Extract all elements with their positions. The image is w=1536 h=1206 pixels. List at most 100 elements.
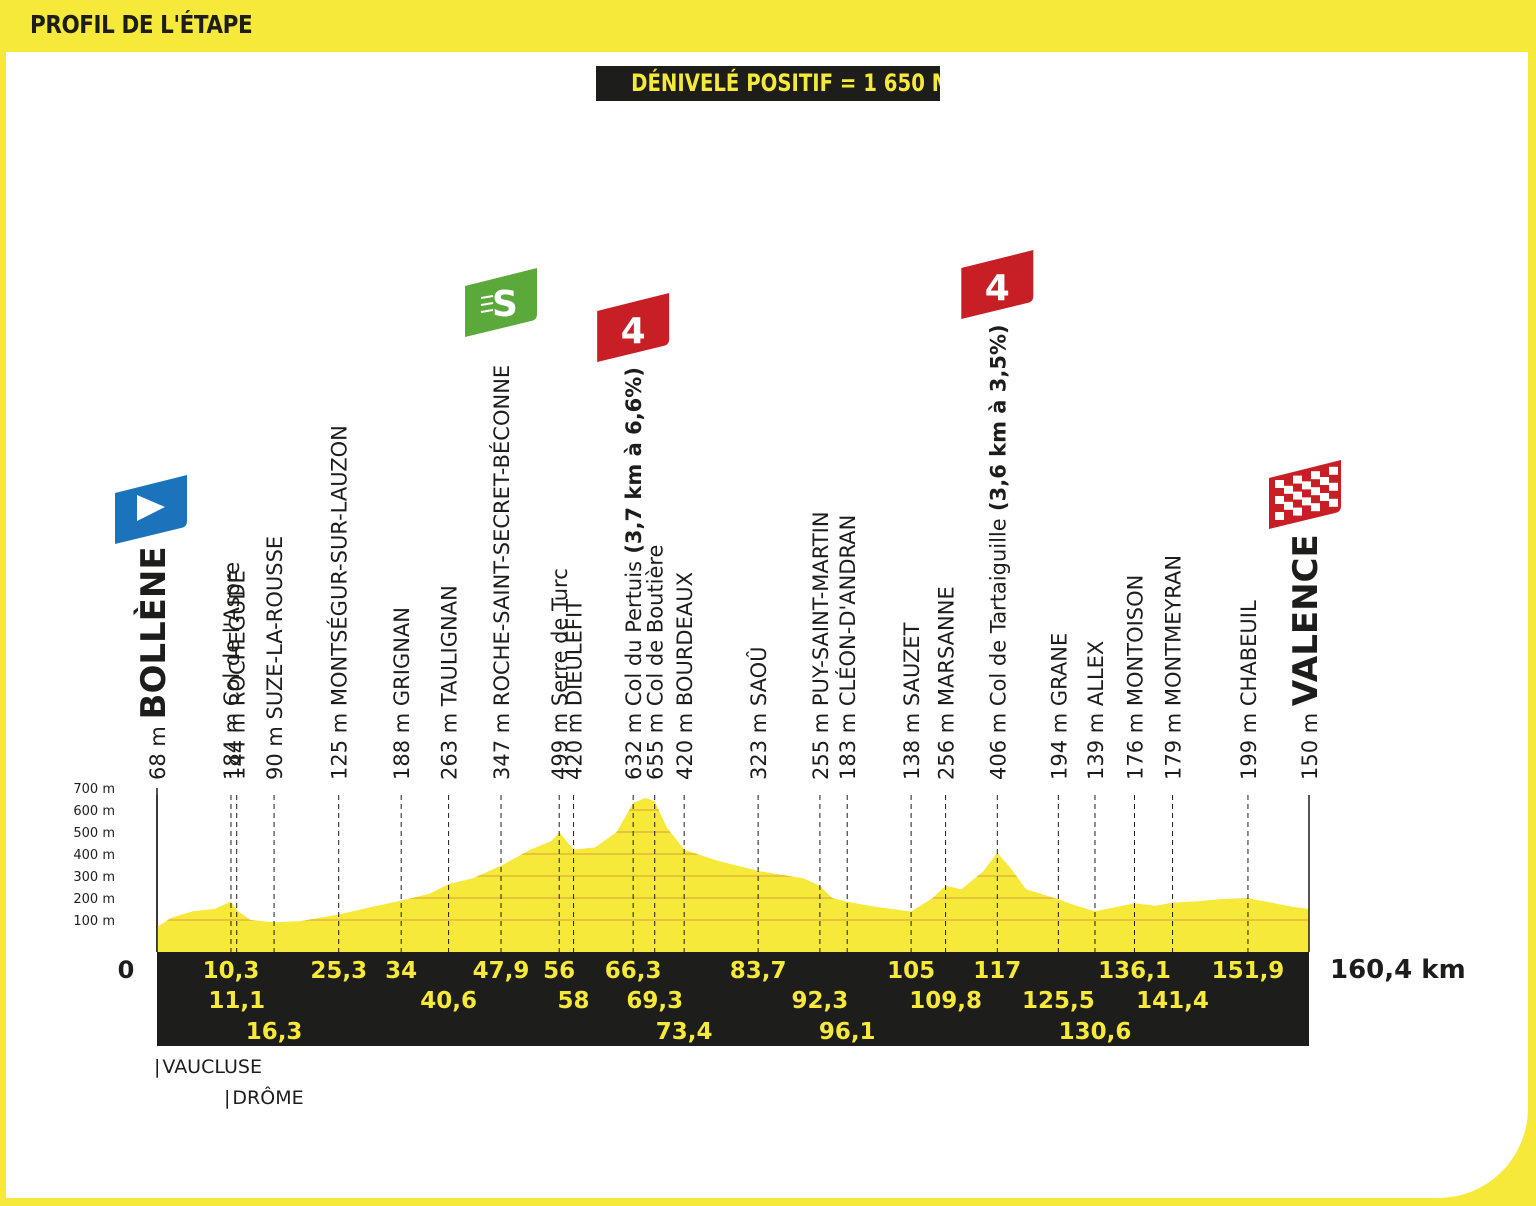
y-tick-label: 200 m [73, 892, 115, 907]
y-tick-label: 100 m [73, 914, 115, 929]
km-band [157, 952, 1309, 1046]
finish-flag-icon [1269, 460, 1341, 529]
waypoint-label: 139 m ALLEX [1084, 641, 1108, 780]
region-label-vaucluse: VAUCLUSE [154, 1056, 262, 1078]
km-label: 130,6 [1059, 1019, 1132, 1045]
y-tick-label: 500 m [73, 826, 115, 841]
waypoint-label: 138 m SAUZET [900, 622, 924, 780]
waypoint-name: ROCHEGUDE [226, 570, 250, 706]
waypoint-altitude: 420 m [563, 706, 587, 780]
waypoint-altitude: 255 m [809, 706, 833, 780]
waypoint-label: 150 m VALENCE [1286, 534, 1326, 780]
waypoint-name: CLÉON-D'ANDRAN [835, 515, 860, 706]
waypoint-name: GRANE [1047, 633, 1071, 706]
km-label: 73,4 [656, 1019, 713, 1045]
waypoint-name: DIEULEFIT [563, 599, 587, 706]
km-label: 10,3 [203, 958, 260, 984]
waypoint-altitude: 420 m [673, 706, 697, 780]
waypoint-name: SAUZET [900, 622, 924, 706]
page-title: PROFIL DE L'ÉTAPE [30, 10, 253, 39]
waypoint-label: 255 m PUY-SAINT-MARTIN [809, 511, 833, 780]
sprint-flag-icon: S [465, 268, 538, 337]
waypoint-label: 420 m DIEULEFIT [563, 599, 587, 780]
waypoint-name: BOLLÈNE [133, 546, 174, 719]
waypoint-name: MONTMEYRAN [1162, 555, 1186, 706]
waypoint-name: GRIGNAN [390, 607, 414, 706]
y-tick-label: 700 m [73, 782, 115, 797]
waypoint-name: VALENCE [1286, 534, 1326, 706]
waypoint-name: ALLEX [1084, 641, 1108, 706]
waypoint-name: Col de Boutière [644, 545, 668, 707]
waypoint-label: 183 m CLÉON-D'ANDRAN [835, 515, 860, 780]
waypoint-altitude: 139 m [1084, 706, 1108, 780]
waypoint-label: 179 m MONTMEYRAN [1162, 555, 1186, 780]
km-label: 69,3 [626, 988, 683, 1014]
waypoint-altitude: 184 m [220, 706, 244, 780]
region-label-drome: DRÔME [224, 1087, 303, 1109]
km-label: 58 [558, 988, 590, 1014]
waypoint-name: SAOÛ [746, 646, 771, 706]
climb-detail: (3,7 km à 6,6%) [622, 367, 646, 561]
x-start-label: 0 [118, 956, 135, 984]
profile-area [157, 797, 1309, 952]
km-label: 151,9 [1212, 958, 1285, 984]
waypoint-altitude: 144 m [226, 706, 250, 780]
waypoint-label: 263 m TAULIGNAN [438, 585, 462, 780]
waypoint-label: 144 m ROCHEGUDE [226, 570, 250, 780]
waypoint-altitude: 150 m [1298, 706, 1322, 780]
waypoint-name: SUZE-LA-ROUSSE [263, 536, 287, 720]
waypoint-altitude: 188 m [390, 706, 414, 780]
waypoint-name: Col de Tartaiguille [986, 518, 1010, 706]
waypoint-name: MARSANNE [935, 586, 959, 706]
waypoint-name: TAULIGNAN [438, 585, 462, 707]
start-flag-icon [115, 475, 187, 544]
km-label: 141,4 [1136, 988, 1209, 1014]
waypoint-label: 420 m BOURDEAUX [673, 572, 697, 780]
waypoint-name: Serre de Turc [548, 568, 572, 706]
waypoint-label: 90 m SUZE-LA-ROUSSE [263, 536, 287, 780]
waypoint-label: 347 m ROCHE-SAINT-SECRET-BÉCONNE [489, 365, 514, 780]
km-label: 40,6 [420, 988, 477, 1014]
waypoint-altitude: 499 m [548, 706, 572, 780]
x-end-label: 160,4 km [1330, 955, 1466, 985]
waypoint-label: 194 m GRANE [1047, 633, 1071, 780]
climb-category-label: 4 [621, 311, 646, 352]
sprint-marker-label: S [492, 284, 518, 325]
km-label: 16,3 [246, 1019, 303, 1045]
waypoint-altitude: 256 m [935, 706, 959, 780]
km-label: 96,1 [819, 1019, 876, 1045]
waypoint-altitude: 194 m [1047, 706, 1071, 780]
waypoint-label: 188 m GRIGNAN [390, 607, 414, 780]
climb-detail: (3,6 km à 3,5%) [986, 324, 1010, 518]
waypoint-name: MONTSÉGUR-SUR-LAUZON [327, 425, 352, 706]
km-label: 125,5 [1022, 988, 1095, 1014]
waypoint-altitude: 347 m [490, 706, 514, 780]
km-label: 83,7 [730, 958, 787, 984]
waypoint-label: 184 m Col de l'Aspre [220, 562, 244, 780]
waypoint-altitude: 406 m [986, 706, 1010, 780]
waypoint-altitude: 125 m [328, 706, 352, 780]
km-label: 11,1 [208, 988, 265, 1014]
km-label: 25,3 [310, 958, 367, 984]
km-label: 34 [385, 958, 417, 984]
waypoint-name: ROCHE-SAINT-SECRET-BÉCONNE [489, 365, 514, 706]
waypoint-altitude: 90 m [263, 719, 287, 780]
waypoint-label: 406 m Col de Tartaiguille (3,6 km à 3,5%… [986, 324, 1010, 780]
elevation-gain-badge: DÉNIVELÉ POSITIF = 1 650 M [596, 66, 940, 101]
climb-category-label: 4 [985, 268, 1010, 309]
waypoint-altitude: 138 m [900, 706, 924, 780]
waypoint-name: Col du Pertuis [622, 561, 646, 706]
km-label: 109,8 [909, 988, 982, 1014]
km-label: 66,3 [605, 958, 662, 984]
waypoint-altitude: 323 m [747, 706, 771, 780]
waypoint-label: 499 m Serre de Turc [548, 568, 572, 780]
waypoint-altitude: 655 m [644, 706, 668, 780]
waypoint-name: MONTOISON [1123, 575, 1147, 706]
waypoint-label: 199 m CHABEUIL [1237, 600, 1261, 780]
y-tick-label: 400 m [73, 848, 115, 863]
y-tick-label: 300 m [73, 870, 115, 885]
waypoint-altitude: 68 m [146, 719, 170, 780]
waypoint-altitude: 176 m [1123, 706, 1147, 780]
waypoint-label: 125 m MONTSÉGUR-SUR-LAUZON [327, 425, 352, 780]
